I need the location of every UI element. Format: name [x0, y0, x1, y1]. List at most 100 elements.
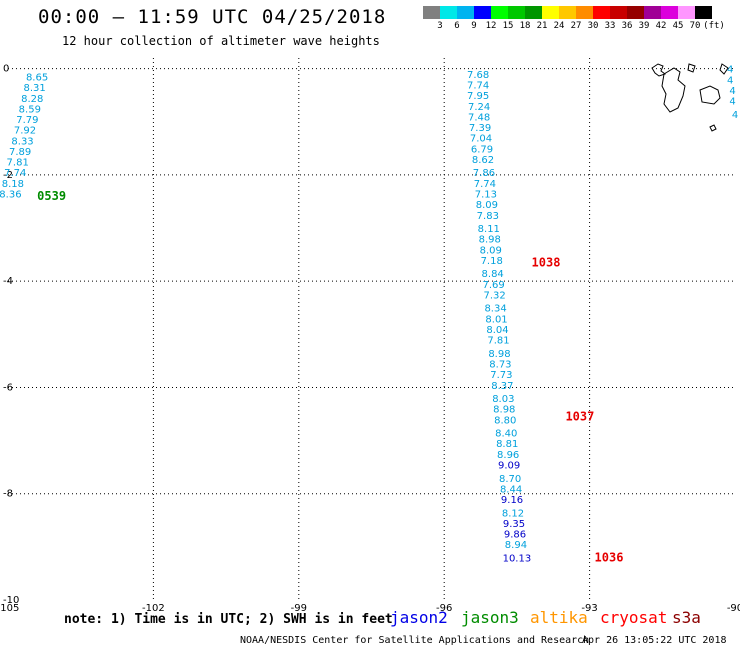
satellite-legend-altika: altika: [530, 608, 588, 627]
legend-label: 6: [454, 21, 460, 31]
wave-height-value: 7.18: [481, 256, 503, 267]
legend-label: 18: [519, 21, 531, 31]
island-outline: [699, 85, 721, 105]
wave-height-value: 7.92: [14, 126, 36, 137]
pass-time-label: 0539: [37, 189, 66, 203]
wave-height-value: 8.36: [0, 190, 22, 201]
legend-label: 39: [638, 21, 650, 31]
legend-swatch: [610, 6, 627, 19]
legend-swatch: [576, 6, 593, 19]
lat-tick-label: 0: [3, 64, 9, 75]
wave-height-value: 8.34: [484, 304, 506, 315]
island-outline: [687, 63, 696, 73]
lat-tick-label: -8: [3, 489, 13, 500]
wave-height-value: 7.81: [487, 336, 509, 347]
wave-height-value: 7.24: [468, 102, 490, 113]
pass-time-label: 1036: [595, 550, 624, 564]
satellite-legend-cryosat: cryosat: [600, 608, 668, 627]
lon-tick-label: -90: [727, 603, 740, 614]
credits: NOAA/NESDIS Center for Satellite Applica…: [240, 635, 590, 646]
legend-label: 30: [587, 21, 599, 31]
lon-tick-label: -93: [581, 603, 597, 614]
legend-swatch: [440, 6, 457, 19]
lon-tick-label: -99: [291, 603, 307, 614]
wave-height-value: 4: [727, 75, 733, 86]
wave-height-value: 7.95: [467, 91, 489, 102]
wave-height-value: 9.86: [504, 530, 526, 541]
wave-height-value: 7.39: [469, 123, 491, 134]
color-legend-bar: [423, 6, 712, 19]
wave-height-value: 8.37: [491, 381, 513, 392]
legend-swatch: [627, 6, 644, 19]
wave-height-value: 7.81: [7, 158, 29, 169]
legend-label: 24: [553, 21, 565, 31]
wave-height-value: 8.98: [479, 235, 501, 246]
legend-unit: (ft): [703, 21, 725, 31]
wave-height-value: 4: [732, 110, 738, 121]
wave-height-value: 8.04: [486, 325, 508, 336]
wave-height-value: 8.09: [480, 245, 502, 256]
wave-height-value: 8.12: [502, 508, 524, 519]
lat-tick-label: -6: [3, 382, 13, 393]
wave-height-value: 8.33: [11, 136, 33, 147]
lon-tick-label: -102: [142, 603, 165, 614]
wave-height-value: 7.68: [467, 70, 489, 81]
lat-tick-label: -10: [3, 595, 19, 606]
legend-label: 27: [570, 21, 582, 31]
wave-height-value: 8.31: [24, 83, 46, 94]
footnote: note: 1) Time is in UTC; 2) SWH is in fe…: [64, 612, 393, 627]
lon-tick-label: -96: [436, 603, 452, 614]
wave-height-value: 9.16: [501, 495, 523, 506]
wave-height-value: 8.18: [2, 179, 24, 190]
wave-height-value: 4: [729, 97, 735, 108]
wave-height-value: 8.01: [485, 314, 507, 325]
legend-swatch: [457, 6, 474, 19]
wave-height-value: 7.86: [473, 168, 495, 179]
wave-height-value: 8.65: [26, 73, 48, 84]
map-subtitle: 12 hour collection of altimeter wave hei…: [62, 34, 380, 48]
wave-height-value: 8.96: [497, 450, 519, 461]
wave-height-value: 8.28: [21, 94, 43, 105]
wave-height-value: 8.11: [478, 224, 500, 235]
wave-height-value: 8.98: [488, 349, 510, 360]
wave-height-value: 7.13: [475, 190, 497, 201]
wave-height-value: 8.94: [505, 540, 527, 551]
wave-height-value: 7.73: [490, 370, 512, 381]
legend-label: 3: [437, 21, 443, 31]
legend-label: 15: [502, 21, 514, 31]
legend-label: 36: [621, 21, 633, 31]
island-outline: [709, 124, 717, 132]
pass-time-label: 1038: [532, 256, 561, 270]
legend-swatch: [661, 6, 678, 19]
legend-swatch: [695, 6, 712, 19]
satellite-legend-jason2: jason2: [390, 608, 448, 627]
wave-height-value: 10.13: [503, 553, 532, 564]
wave-height-value: 7.83: [477, 211, 499, 222]
legend-swatch: [593, 6, 610, 19]
wave-height-value: 8.62: [472, 155, 494, 166]
wave-height-value: 8.40: [495, 429, 517, 440]
legend-swatch: [542, 6, 559, 19]
wave-height-value: 8.59: [19, 104, 41, 115]
island-outline: [661, 67, 686, 113]
wave-height-value: 8.84: [482, 269, 504, 280]
generated-timestamp: Apr 26 13:05:22 UTC 2018: [582, 635, 727, 646]
wave-height-value: 8.73: [489, 360, 511, 371]
legend-swatch: [491, 6, 508, 19]
wave-height-value: 7.74: [467, 81, 489, 92]
wave-height-value: 7.04: [470, 134, 492, 145]
lat-tick-label: -2: [3, 170, 13, 181]
pass-time-label: 1037: [565, 410, 594, 424]
wave-height-value: 8.98: [493, 405, 515, 416]
wave-height-value: 8.70: [499, 474, 521, 485]
island-outline: [651, 63, 667, 77]
legend-label: 21: [536, 21, 548, 31]
wave-height-value: 8.03: [492, 394, 514, 405]
wave-height-value: 8.09: [476, 200, 498, 211]
wave-height-value: 7.69: [483, 280, 505, 291]
legend-swatch: [559, 6, 576, 19]
legend-swatch: [508, 6, 525, 19]
island-outline: [719, 63, 729, 75]
lon-tick-label: -105: [0, 603, 19, 614]
